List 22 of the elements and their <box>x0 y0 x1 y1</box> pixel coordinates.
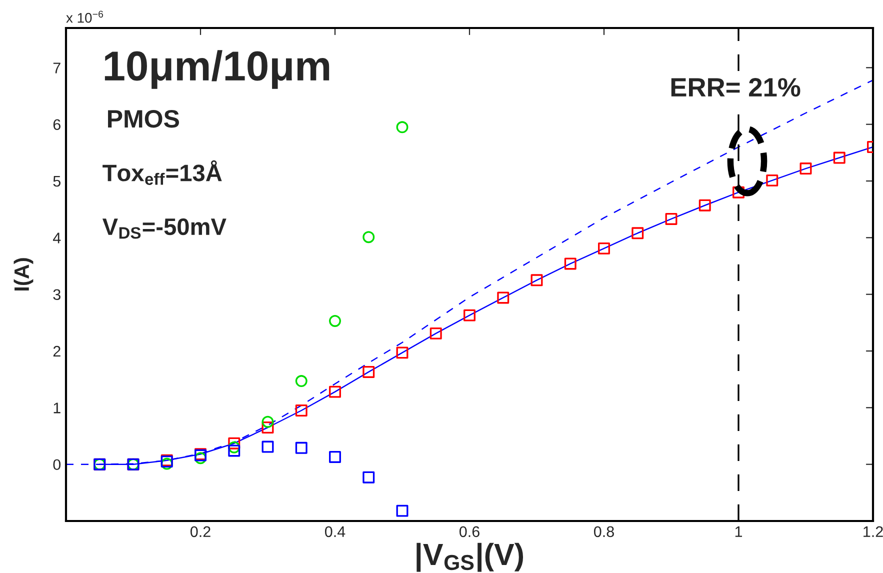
x-tick-label: 0.8 <box>594 526 614 538</box>
annotation: V$_{DS}$=-50mV <box>102 218 226 239</box>
annotation: PMOS <box>108 110 179 128</box>
x-tick-label: 1 <box>735 526 742 537</box>
y-tick-label: 4 <box>52 232 61 244</box>
y-tick-label: 6 <box>53 119 60 130</box>
x-tick-label: 0.4 <box>324 526 346 538</box>
annotation: 10μm/10μm <box>104 50 330 89</box>
x-tick-label: 0.6 <box>459 526 480 538</box>
annotation: Tox$_{eff}$=13Å <box>102 160 222 185</box>
annotation: ERR= 21% <box>671 78 800 97</box>
x-tick-label: 1.2 <box>864 526 883 537</box>
y-tick-label: 2 <box>53 346 60 357</box>
x-axis-title: |V$_{GS}$|(V) <box>416 542 524 572</box>
y-tick-label: 0 <box>53 459 61 470</box>
y-axis-title: I(A) <box>14 258 34 290</box>
y-tick-label: 5 <box>53 176 60 187</box>
x-tick-label: 0.2 <box>190 526 210 538</box>
y-tick-label: 3 <box>53 289 60 300</box>
text: x 10$^{−6}$ <box>66 10 104 23</box>
y-tick-label: 1 <box>54 402 60 414</box>
y-tick-label: 7 <box>53 62 60 74</box>
